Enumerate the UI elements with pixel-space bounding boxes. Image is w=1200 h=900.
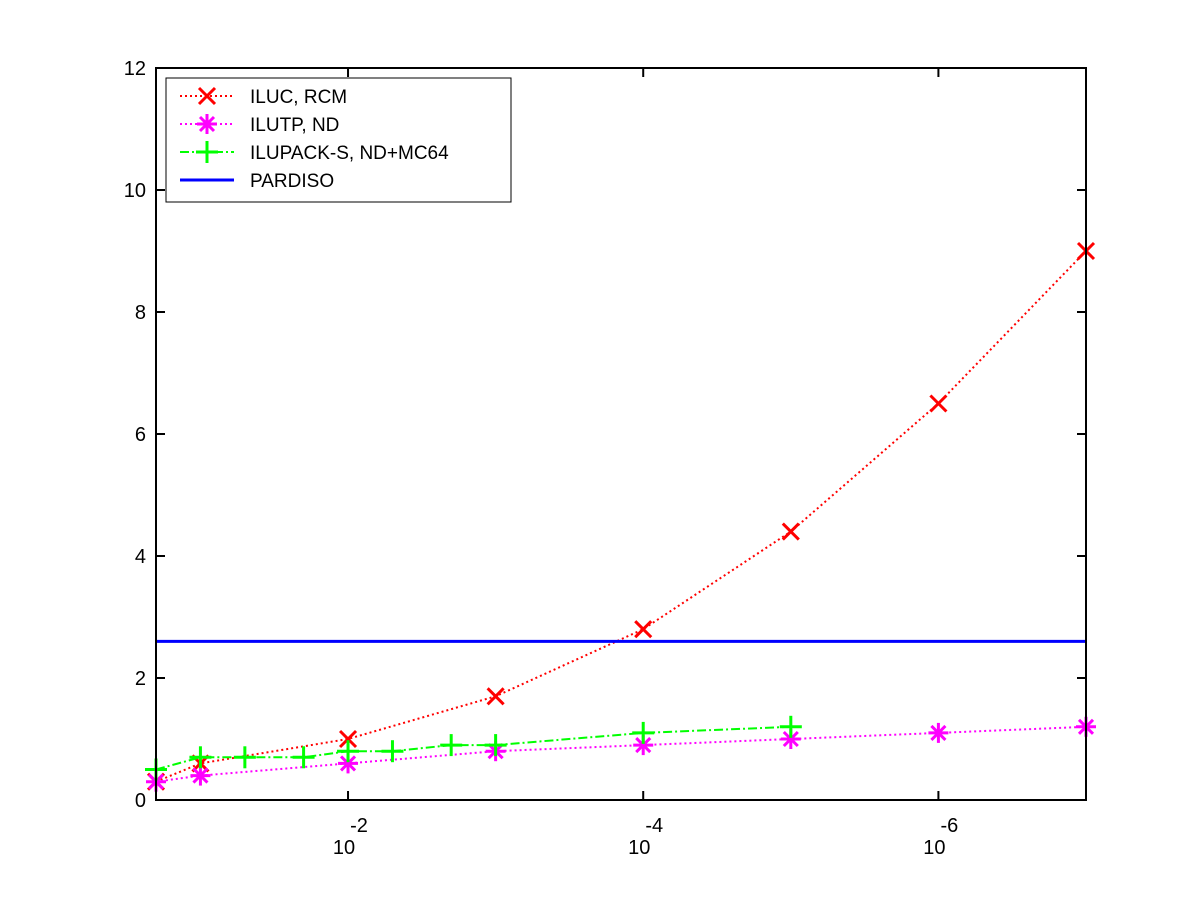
y-tick-label: 12 [124, 58, 146, 80]
data-point-iluc-rcm [929, 394, 948, 413]
data-point-iluc-rcm [781, 522, 800, 541]
data-point-iluc-rcm [486, 687, 505, 706]
legend: ILUC, RCM ILUTP, ND ILUPACK-S, ND+MC64 PARD… [165, 77, 512, 203]
x-tick-label-base: 10 [333, 837, 355, 859]
data-point-ilutp-nd [190, 765, 211, 786]
x-tick-label-base: 10 [923, 837, 945, 859]
legend-swatch-marker [197, 114, 217, 134]
data-point-iluc-rcm [338, 729, 358, 749]
data-point-ilupack-s-nd-mc64 [779, 715, 802, 738]
data-point-ilupack-s-nd-mc64 [632, 721, 655, 744]
legend-entry-ilutp-nd: ILUTP, ND [180, 114, 339, 136]
data-point-ilutp-nd [928, 722, 949, 743]
legend-entry-iluc-rcm: ILUC, RCM [180, 86, 347, 108]
x-tick-label-base: 10 [628, 837, 650, 859]
legend-label: ILUC, RCM [250, 87, 347, 108]
data-point-ilupack-s-nd-mc64 [440, 734, 463, 757]
legend-label: ILUPACK-S, ND+MC64 [250, 143, 449, 164]
x-tick-label-exponent: -4 [645, 815, 663, 837]
series-line-ilupack-s-nd-mc64 [155, 725, 791, 771]
x-tick-label-exponent: -2 [350, 815, 368, 837]
legend-swatch-marker [196, 141, 218, 163]
data-point-ilupack-s-nd-mc64 [189, 746, 212, 769]
data-point-ilupack-s-nd-mc64 [233, 746, 256, 769]
legend-entry-ilupack-s-nd-mc64: ILUPACK-S, ND+MC64 [180, 141, 449, 164]
y-tick-label: 6 [135, 424, 146, 446]
plot-frame [155, 67, 1087, 801]
y-tick-label: 10 [124, 180, 146, 202]
y-tick-label: 4 [135, 546, 146, 568]
y-tick-label: 2 [135, 668, 146, 690]
x-tick-label-exponent: -6 [941, 815, 959, 837]
y-tick-label: 8 [135, 302, 146, 324]
legend-entry-pardiso: PARDISO [180, 171, 334, 192]
legend-label: ILUTP, ND [250, 115, 339, 136]
data-point-ilupack-s-nd-mc64 [484, 734, 507, 757]
data-point-ilupack-s-nd-mc64 [292, 746, 315, 769]
y-tick-label: 0 [135, 790, 146, 812]
legend-swatch-marker [197, 86, 217, 106]
data-point-iluc-rcm [634, 620, 653, 639]
data-point-ilupack-s-nd-mc64 [337, 740, 360, 763]
data-point-ilupack-s-nd-mc64 [381, 740, 404, 763]
legend-label: PARDISO [250, 171, 334, 192]
